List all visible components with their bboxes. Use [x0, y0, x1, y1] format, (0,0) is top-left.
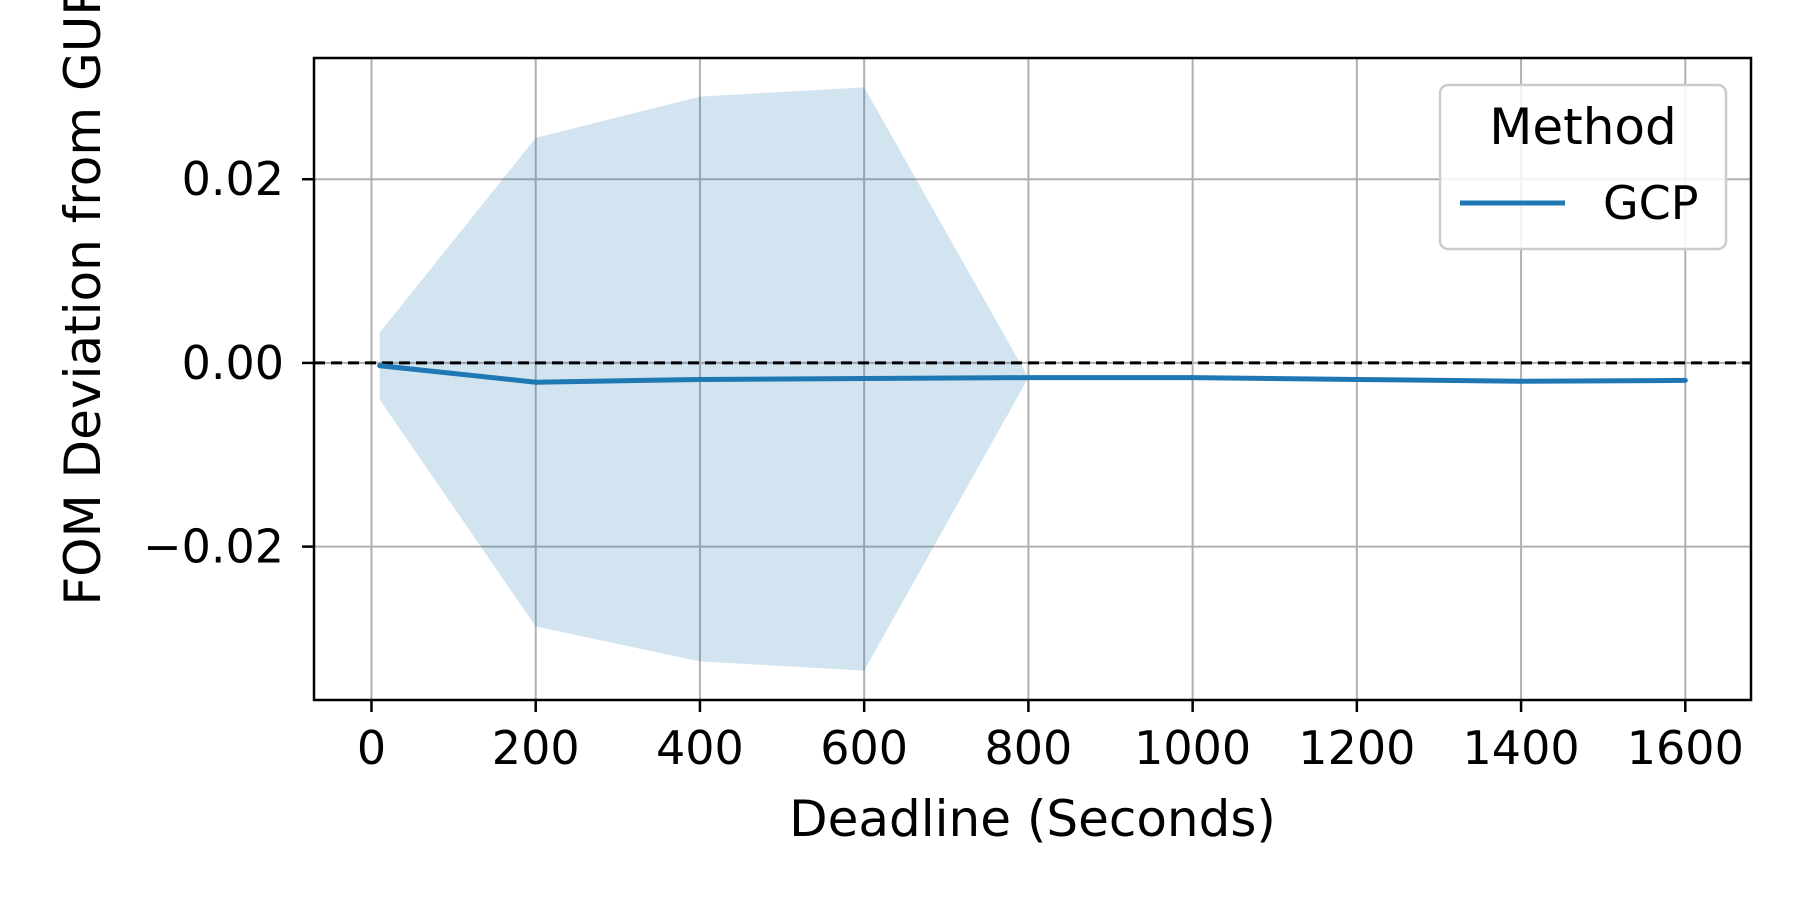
plot-frame [312, 56, 1753, 702]
confidence-bands [379, 87, 1686, 671]
x-tick-label: 1600 [1627, 721, 1744, 775]
legend: Method GCP [1438, 83, 1728, 251]
x-tick-label: 1400 [1463, 721, 1580, 775]
series-line [377, 363, 1688, 385]
legend-label: GCP [1603, 176, 1699, 230]
x-tick-label: 0 [357, 721, 386, 775]
confidence-band [379, 87, 1686, 671]
x-tick-label: 1000 [1134, 721, 1251, 775]
series-lines [377, 363, 1688, 385]
legend-box [1438, 83, 1728, 251]
y-tick-label: 0.02 [182, 152, 284, 206]
legend-items: GCP [1460, 176, 1699, 230]
x-tick-label: 800 [984, 721, 1072, 775]
x-tick-label: 600 [820, 721, 908, 775]
x-tick-label: 400 [656, 721, 744, 775]
y-axis-ticks: −0.02 0.00 0.02 [143, 152, 314, 574]
x-tick-label: 1200 [1298, 721, 1415, 775]
legend-title: Method [1489, 98, 1677, 156]
y-axis-label: FOM Deviation from GUROBI [54, 0, 112, 605]
x-tick-label: 200 [492, 721, 580, 775]
x-axis-ticks: 0 200 400 600 800 1000 1200 1400 1600 [357, 700, 1744, 775]
x-axis-label: Deadline (Seconds) [789, 790, 1276, 848]
y-tick-label: 0.00 [182, 336, 284, 390]
y-tick-label: −0.02 [143, 520, 284, 574]
